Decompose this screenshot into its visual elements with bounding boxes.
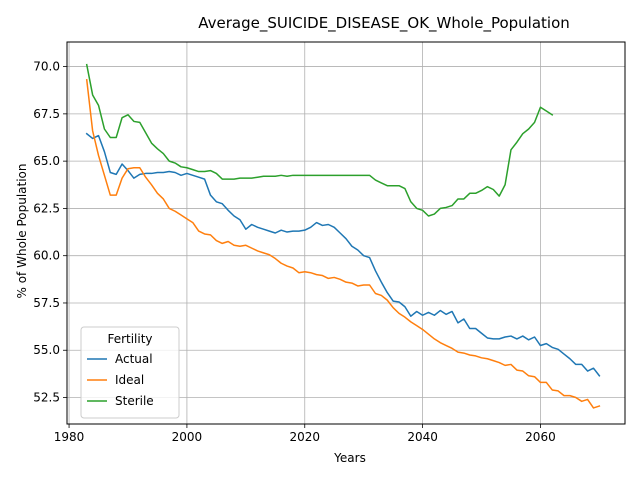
axis-ticks: 1980 2000 2020 2040 2060 52.5 55.0 57.5 60.0 62.5… (33, 60, 555, 444)
chart-title: Average_SUICIDE_DISEASE_OK_Whole_Populat… (198, 14, 570, 33)
series-line-sterile (85, 63, 554, 217)
x-tick-label: 2040 (407, 430, 438, 444)
legend-entries: Actual Ideal Sterile (87, 352, 154, 408)
legend-label-sterile: Sterile (115, 394, 154, 408)
legend: Fertility Actual Ideal Sterile (80, 326, 180, 419)
legend-label-actual: Actual (115, 352, 153, 366)
y-tick-label: 55.0 (33, 343, 60, 357)
y-tick-label: 65.0 (33, 154, 60, 168)
x-axis-label: Years (333, 451, 366, 465)
y-tick-label: 70.0 (33, 60, 60, 74)
x-tick-label: 2060 (525, 430, 556, 444)
y-tick-label: 60.0 (33, 249, 60, 263)
y-tick-label: 67.5 (33, 107, 60, 121)
series-line-actual (85, 132, 601, 377)
y-tick-label: 62.5 (33, 201, 60, 215)
legend-label-ideal: Ideal (115, 373, 144, 387)
x-tick-label: 2020 (289, 430, 320, 444)
y-tick-label: 57.5 (33, 296, 60, 310)
legend-title: Fertility (107, 332, 152, 346)
series-line-ideal (85, 78, 601, 409)
grid (67, 42, 625, 424)
x-tick-label: 2000 (172, 430, 203, 444)
y-tick-label: 52.5 (33, 391, 60, 405)
y-axis-label: % of Whole Population (15, 164, 29, 299)
legend-box (80, 326, 180, 419)
series-lines (85, 63, 601, 409)
x-tick-label: 1980 (54, 430, 85, 444)
plot-frame (66, 41, 626, 425)
